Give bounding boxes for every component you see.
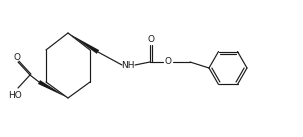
Text: NH: NH (121, 62, 135, 71)
Polygon shape (38, 80, 68, 98)
Text: O: O (148, 35, 155, 45)
Text: O: O (165, 58, 171, 66)
Text: O: O (14, 52, 21, 62)
Polygon shape (68, 33, 99, 54)
Text: HO: HO (8, 91, 22, 99)
